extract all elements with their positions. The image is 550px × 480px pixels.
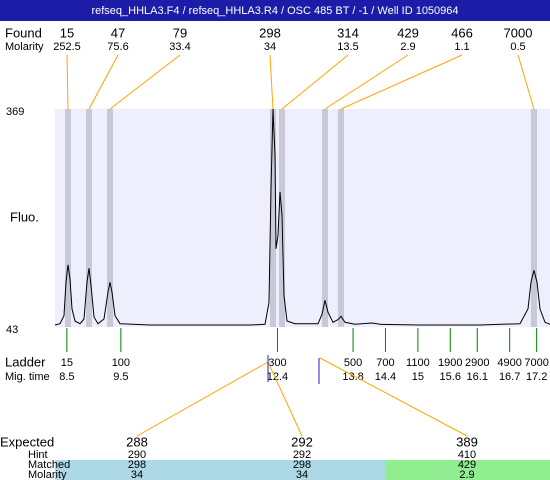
expected-cell: 288 xyxy=(126,434,148,449)
ladder-time: 14.4 xyxy=(375,371,396,383)
peak-connector xyxy=(281,54,349,110)
peak-connector xyxy=(340,54,463,110)
ladder-size: 7000 xyxy=(524,357,548,369)
peak-connector xyxy=(88,54,119,110)
ladder-size: 4900 xyxy=(497,357,521,369)
peak-band xyxy=(321,109,328,327)
ladder-size: 1900 xyxy=(438,357,462,369)
expected-cell: 292 xyxy=(291,434,313,449)
title: refseq_HHLA3.F4 / refseq_HHLA3.R4 / OSC … xyxy=(91,5,458,17)
ladder-size: 2900 xyxy=(465,357,489,369)
expected-cell: 292 xyxy=(293,449,311,461)
peak-band xyxy=(107,109,114,327)
peak-band xyxy=(65,109,72,327)
ladder-time: 17.2 xyxy=(526,371,547,383)
peak-connector xyxy=(324,54,409,110)
title-bar xyxy=(0,0,550,21)
found-size: 79 xyxy=(173,25,187,40)
match-bg xyxy=(55,460,220,480)
expected-cell: 429 xyxy=(458,459,476,471)
found-molarity: 0.5 xyxy=(510,41,525,53)
expected-cell: 2.9 xyxy=(459,469,474,480)
expected-cell: 389 xyxy=(456,434,478,449)
found-molarity: 75.6 xyxy=(107,41,128,53)
peak-band xyxy=(337,109,344,327)
peak-band xyxy=(530,109,537,327)
found-molarity: 33.4 xyxy=(169,41,190,53)
row-label: Molarity xyxy=(28,469,67,480)
found-label: Found xyxy=(5,25,42,40)
expected-cell: 34 xyxy=(296,469,308,480)
found-size: 298 xyxy=(259,25,281,40)
ladder-size: 100 xyxy=(112,357,130,369)
ladder-time: 16.7 xyxy=(499,371,520,383)
found-size: 15 xyxy=(60,25,74,40)
ladder-time: 8.5 xyxy=(59,371,74,383)
expected-cell: 410 xyxy=(458,449,476,461)
ladder-size: 700 xyxy=(376,357,394,369)
ladder-size: 15 xyxy=(61,357,73,369)
ladder-time: 15.6 xyxy=(440,371,461,383)
expected-cell: 298 xyxy=(293,459,311,471)
ladder-size: 1100 xyxy=(406,357,430,369)
found-size: 466 xyxy=(451,25,473,40)
found-size: 429 xyxy=(397,25,419,40)
molarity-label: Molarity xyxy=(5,41,44,53)
found-molarity: 252.5 xyxy=(53,41,81,53)
ladder-time: 15 xyxy=(412,371,424,383)
peak-band xyxy=(86,109,93,327)
match-bg xyxy=(220,460,385,480)
ladder-time: 12.4 xyxy=(267,371,288,383)
peak-connector xyxy=(517,54,535,110)
ladder-size: 300 xyxy=(268,357,286,369)
ladder-time: 13.8 xyxy=(342,371,363,383)
expected-cell: 298 xyxy=(128,459,146,471)
ladder-label: Ladder xyxy=(5,354,46,369)
expected-cell: 290 xyxy=(128,449,146,461)
expected-link xyxy=(319,357,468,437)
ladder-time: 9.5 xyxy=(113,371,128,383)
peak-connector xyxy=(109,54,181,110)
expected-link xyxy=(267,361,303,437)
found-molarity: 2.9 xyxy=(400,41,415,53)
found-size: 7000 xyxy=(504,25,533,40)
expected-cell: 34 xyxy=(131,469,143,480)
found-molarity: 1.1 xyxy=(454,41,469,53)
ladder-time: 16.1 xyxy=(467,371,488,383)
y-tick-label: 43 xyxy=(6,324,18,336)
row-label: Hint xyxy=(28,449,48,461)
found-size: 47 xyxy=(111,25,125,40)
ladder-size: 500 xyxy=(344,357,362,369)
row-label: Expected xyxy=(0,434,54,449)
peak-band xyxy=(269,109,276,327)
match-bg xyxy=(385,460,550,480)
plot-area xyxy=(55,109,550,327)
found-molarity: 34 xyxy=(264,41,276,53)
y-label: Fluo. xyxy=(10,209,39,224)
found-molarity: 13.5 xyxy=(337,41,358,53)
expected-link xyxy=(136,361,269,437)
trace xyxy=(54,108,550,326)
peak-connector xyxy=(269,54,274,110)
y-tick-label: 369 xyxy=(6,106,24,118)
found-size: 314 xyxy=(337,25,359,40)
time-label: Mig. time xyxy=(5,371,50,383)
row-label: Matched xyxy=(28,459,70,471)
peak-connector xyxy=(66,54,69,110)
